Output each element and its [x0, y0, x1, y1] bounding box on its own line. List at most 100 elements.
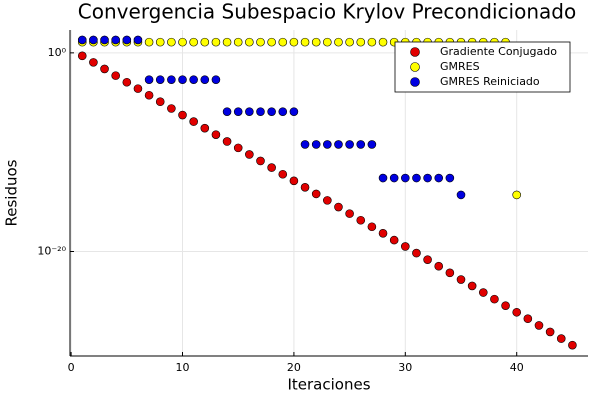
point — [111, 71, 120, 80]
point — [211, 75, 221, 84]
point — [401, 242, 410, 251]
point — [222, 107, 232, 116]
point — [311, 140, 321, 149]
point — [267, 37, 276, 47]
legend-label: GMRES — [440, 60, 480, 73]
point — [211, 37, 221, 47]
point — [412, 173, 421, 183]
point — [478, 288, 488, 297]
point — [100, 35, 109, 45]
point — [267, 163, 276, 172]
x-tick-label: 20 — [287, 361, 301, 374]
point — [356, 37, 366, 47]
point — [434, 173, 444, 183]
point — [155, 75, 165, 84]
point — [345, 37, 354, 47]
point — [323, 140, 332, 149]
point — [556, 334, 566, 343]
point — [256, 156, 265, 166]
point — [167, 104, 176, 113]
point — [267, 107, 276, 116]
point — [245, 107, 254, 116]
chart-title: Convergencia Subespacio Krylov Precondic… — [78, 0, 576, 24]
point — [345, 140, 354, 149]
point — [178, 75, 187, 84]
point — [133, 84, 143, 93]
point — [155, 97, 165, 107]
point — [178, 37, 187, 47]
x-tick-label: 30 — [398, 361, 412, 374]
point — [545, 327, 555, 337]
point — [389, 173, 399, 183]
point — [278, 107, 288, 116]
point — [122, 77, 132, 87]
point — [289, 176, 299, 186]
point — [189, 75, 198, 84]
point — [144, 90, 154, 100]
x-tick-label: 0 — [68, 361, 75, 374]
point — [222, 37, 232, 47]
y-tick-label: 10⁰ — [48, 46, 67, 59]
point — [445, 173, 455, 183]
point — [77, 35, 87, 45]
point — [189, 117, 198, 126]
point — [334, 140, 343, 149]
point — [256, 37, 265, 47]
point — [200, 75, 210, 84]
y-axis-label: Residuos — [3, 159, 21, 226]
x-tick-label: 10 — [176, 361, 190, 374]
point — [423, 173, 432, 183]
point — [356, 215, 366, 225]
point — [89, 35, 98, 45]
point — [144, 37, 154, 47]
legend-marker — [410, 47, 420, 57]
point — [222, 137, 232, 146]
point — [133, 35, 143, 45]
point — [300, 140, 310, 149]
point — [122, 35, 132, 45]
point — [401, 173, 410, 183]
point — [378, 173, 388, 183]
point — [523, 314, 533, 324]
point — [367, 222, 377, 232]
point — [233, 37, 243, 47]
point — [389, 235, 399, 245]
legend-box — [394, 41, 571, 93]
point — [289, 107, 299, 116]
point — [89, 58, 98, 67]
point — [300, 183, 310, 192]
point — [245, 150, 254, 159]
point — [278, 169, 288, 179]
point — [77, 51, 87, 61]
point — [512, 190, 522, 200]
point — [467, 281, 477, 291]
point — [501, 301, 510, 310]
point — [311, 37, 321, 47]
legend-marker — [410, 62, 420, 72]
point — [300, 37, 310, 47]
point — [456, 190, 466, 200]
point — [233, 143, 243, 153]
point — [256, 107, 265, 116]
point — [323, 196, 332, 205]
point — [568, 340, 577, 350]
point — [311, 189, 321, 199]
point — [345, 209, 354, 218]
point — [490, 294, 499, 304]
point — [178, 110, 187, 120]
y-tick-label: 10⁻²⁰ — [37, 244, 66, 257]
point — [200, 123, 210, 133]
point — [111, 35, 120, 45]
point — [456, 275, 466, 284]
point — [144, 75, 154, 84]
point — [378, 228, 388, 238]
point — [512, 307, 522, 317]
point — [167, 37, 176, 47]
point — [378, 37, 388, 47]
legend: Gradiente Conjugado GMRES GMRES Reiniciado — [394, 41, 571, 93]
point — [289, 37, 299, 47]
point — [278, 37, 288, 47]
point — [245, 37, 254, 47]
point — [155, 37, 165, 47]
